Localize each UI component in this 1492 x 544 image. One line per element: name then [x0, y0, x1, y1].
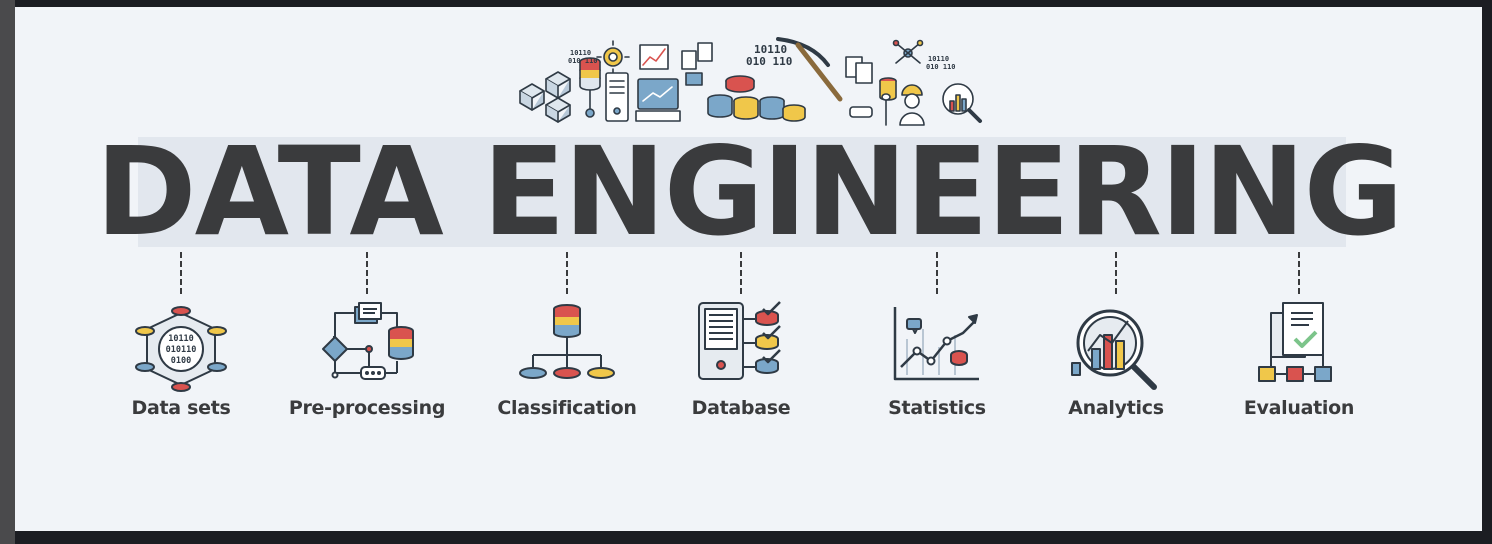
- gear-icon: [596, 40, 630, 74]
- connector-line: [936, 252, 938, 294]
- binary-text: 10110: [928, 55, 949, 63]
- window-frame: [0, 0, 15, 544]
- analytics-magnifier-icon: [1071, 309, 1157, 390]
- page-title: DATA ENGINEERING: [95, 121, 1403, 263]
- molecule-icon: [892, 39, 924, 64]
- binary-text: 10110: [168, 334, 194, 344]
- connector-line: [1115, 252, 1117, 294]
- connector-line: [566, 252, 568, 294]
- connector-line: [366, 252, 368, 294]
- binary-text: 0100: [171, 356, 191, 366]
- line-chart-icon: [639, 44, 669, 70]
- item-label: Evaluation: [1243, 397, 1355, 419]
- monitor-chart-icon: [635, 78, 681, 122]
- binary-text: 010 110: [568, 57, 598, 65]
- magnifier-chart-icon: [942, 83, 982, 123]
- item-label: Data sets: [131, 397, 231, 419]
- binary-text: 10110: [570, 49, 591, 57]
- coin-database-icon: [707, 75, 806, 122]
- hero-illustration: 10110 010 110 10110 010 110 10110 010 11…: [519, 37, 982, 126]
- connector-line: [1298, 252, 1300, 294]
- item-pre-processing: Pre-processing: [277, 247, 457, 437]
- database-stack-icon: [845, 56, 897, 118]
- item-analytics: Analytics: [1026, 247, 1206, 437]
- connector-line: [180, 252, 182, 294]
- binary-text: 10110: [754, 43, 787, 56]
- item-database: Database: [651, 247, 831, 437]
- pickaxe-icon: [776, 37, 843, 102]
- server-icon: [605, 72, 629, 122]
- item-statistics: Statistics: [847, 247, 1027, 437]
- evaluation-checklist-icon: [1258, 302, 1332, 382]
- server-checklist-icon: [698, 301, 781, 380]
- item-label: Classification: [497, 397, 637, 419]
- network-cubes-icon: [519, 71, 571, 123]
- item-label: Database: [691, 397, 791, 419]
- binary-text: 010 110: [746, 55, 792, 68]
- item-data-sets: 10110 010110 0100 Data sets: [91, 247, 271, 437]
- item-classification: Classification: [477, 247, 657, 437]
- title-band: [138, 137, 1346, 247]
- item-evaluation: Evaluation: [1209, 247, 1389, 437]
- item-label: Analytics: [1068, 397, 1164, 419]
- banner-canvas: 10110 010 110 10110 010 110 10110 010 11…: [15, 7, 1482, 531]
- dataset-network-icon: 10110 010110 0100: [135, 306, 227, 392]
- documents-icon: [681, 42, 713, 86]
- item-label: Pre-processing: [288, 397, 446, 419]
- database-stack-icon: [579, 57, 601, 118]
- binary-text: 010110: [166, 345, 197, 355]
- hierarchy-icon: [519, 304, 615, 379]
- connector-line: [740, 252, 742, 294]
- binary-text: 010 110: [926, 63, 956, 71]
- flowchart-icon: [322, 302, 414, 380]
- line-graph-icon: [893, 307, 979, 381]
- item-label: Statistics: [888, 397, 986, 419]
- worker-icon: [881, 84, 925, 126]
